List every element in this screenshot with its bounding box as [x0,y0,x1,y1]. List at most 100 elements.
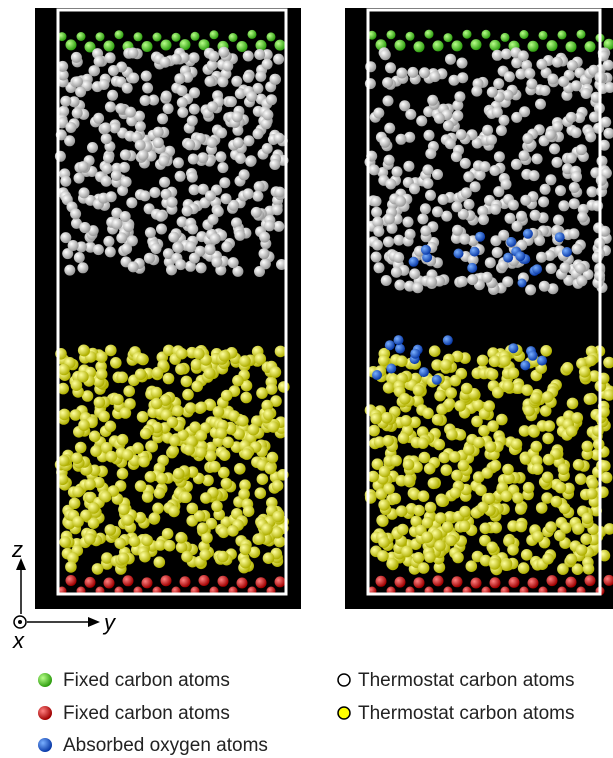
atom [186,502,199,515]
atom [477,205,489,217]
atom [528,426,540,438]
atom [204,75,216,87]
atom [410,348,421,359]
atom [517,562,530,574]
atom [417,490,430,503]
atom [511,57,523,69]
atom [527,40,539,52]
atom [160,575,172,587]
atom [127,261,139,273]
atom [489,203,501,215]
atom [239,355,251,367]
atom [498,229,510,241]
atom [373,262,385,274]
legend-swatch [337,673,351,687]
atom [121,449,134,461]
atom [470,39,482,51]
atom [413,504,425,517]
atom [220,389,233,402]
atom [205,517,218,530]
atom [532,264,543,275]
atom [220,477,233,490]
atom [103,40,115,52]
atom [217,526,230,539]
atom [503,472,515,485]
atom [545,263,557,274]
atom [473,436,485,449]
atom [395,505,408,517]
atom [103,577,115,589]
atom [570,127,582,139]
atom [438,451,451,464]
atom [187,153,199,165]
atom [196,522,209,534]
atom [600,116,612,128]
atom [98,410,110,423]
atom [278,381,290,393]
atom [266,451,279,464]
atom [377,550,389,562]
atom [371,239,383,251]
atom [116,433,129,446]
atom [195,429,208,442]
atom [502,380,514,393]
atom [67,552,79,564]
atom [515,251,526,262]
atom [189,421,201,434]
atom [218,350,231,362]
atom [418,367,429,378]
atom [104,246,116,258]
atom [112,393,124,406]
atom [519,106,531,118]
atom [149,187,161,198]
atom [479,554,492,567]
atom [116,467,129,480]
atom [68,96,80,108]
atom [179,39,191,51]
atom [489,577,501,589]
atom [71,76,83,88]
atom [123,385,135,398]
atom [465,560,478,572]
atom [517,278,527,288]
atom [541,471,554,484]
atom [207,101,218,113]
atom [471,137,483,149]
atom [242,188,254,200]
atom [493,186,505,198]
atom [475,231,486,242]
atom [574,473,587,485]
atom [503,71,515,83]
atom [432,575,444,587]
atom [457,72,469,84]
atom [197,183,209,195]
atom [518,425,531,437]
axis-z: z [11,537,23,562]
atom [506,237,517,247]
atom [190,31,200,41]
atom [70,379,83,391]
atom [91,563,104,575]
atom [434,540,446,552]
atom [84,41,96,53]
atom [603,38,613,50]
atom [58,408,71,421]
atom [432,206,443,218]
atom [382,435,394,447]
atom [70,51,82,63]
atom [389,492,402,505]
atom [404,228,416,240]
atom [256,387,268,399]
atom [137,149,149,161]
atom [108,65,119,76]
atom [75,241,87,253]
atom [449,374,462,387]
atom [524,68,536,79]
atom [571,171,582,183]
atom [57,32,67,42]
atom [486,368,499,381]
atom [209,233,221,245]
atom [402,458,415,471]
atom [95,32,105,42]
atom [442,335,453,346]
